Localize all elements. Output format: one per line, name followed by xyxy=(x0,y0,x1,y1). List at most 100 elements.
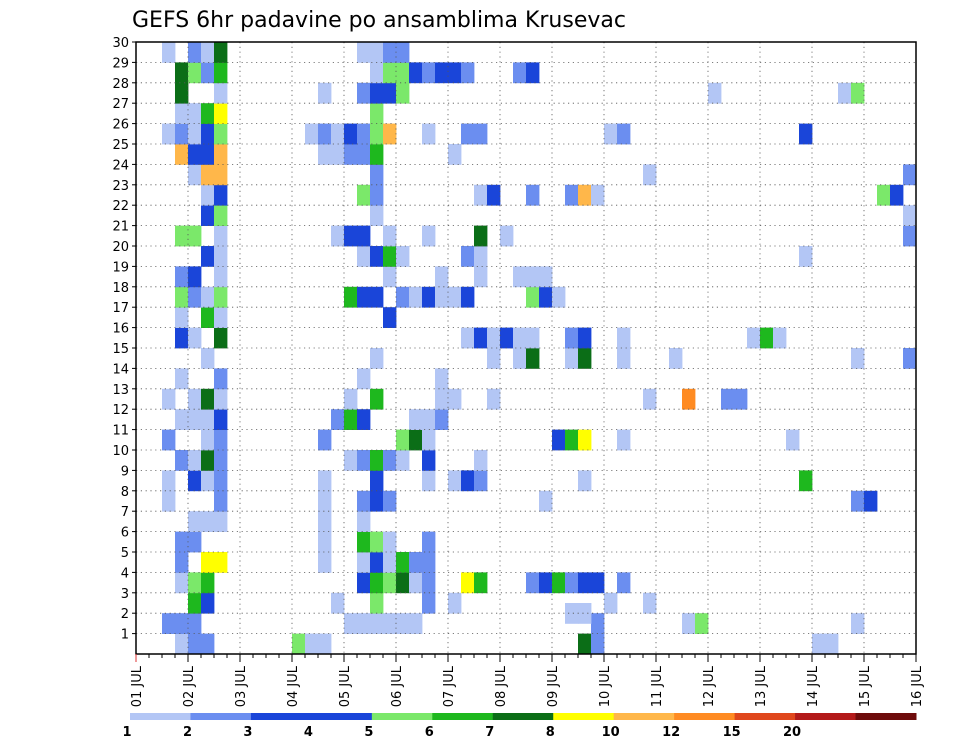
x-tick-label: 09 JUL xyxy=(546,665,561,707)
x-tick-label: 14 JUL xyxy=(806,665,821,707)
y-tick-label: 21 xyxy=(112,220,129,235)
heatmap-cell-101 xyxy=(370,450,384,471)
heatmap-cell-65 xyxy=(357,531,371,553)
heatmap-cell-169 xyxy=(760,327,774,349)
heatmap-cell-277 xyxy=(318,82,332,104)
heatmap-cell-273 xyxy=(214,103,228,124)
heatmap-cell-196 xyxy=(474,266,488,288)
heatmap-cell-190 xyxy=(552,286,566,308)
y-tick-label: 17 xyxy=(112,301,129,316)
x-tick-label: 04 JUL xyxy=(286,665,301,707)
heatmap-cell-219 xyxy=(903,225,917,247)
heatmap-cell-201 xyxy=(214,246,228,267)
heatmap-cell-26 xyxy=(188,592,202,614)
heatmap-cell-131 xyxy=(214,388,228,410)
heatmap-cell-48 xyxy=(565,572,579,594)
heatmap-cell-76 xyxy=(318,490,332,512)
heatmap-cell-37 xyxy=(357,572,371,594)
heatmap-cell-195 xyxy=(435,266,449,288)
heatmap-cell-144 xyxy=(435,368,449,390)
heatmap-cell-51 xyxy=(617,572,631,594)
heatmap-cell-198 xyxy=(526,266,540,288)
y-tick-label: 6 xyxy=(121,526,129,541)
heatmap-cell-191 xyxy=(175,266,189,288)
heatmap-cell-301 xyxy=(201,42,215,63)
y-tick-label: 1 xyxy=(121,628,129,643)
colorbar-segment xyxy=(371,713,433,720)
y-tick-label: 7 xyxy=(121,505,129,520)
heatmap-cell-251 xyxy=(448,144,462,165)
heatmap-cell-226 xyxy=(357,184,371,206)
heatmap-cell-279 xyxy=(370,82,384,104)
heatmap-cell-184 xyxy=(422,286,436,308)
heatmap-cell-234 xyxy=(877,184,891,206)
y-tick-label: 12 xyxy=(112,403,129,418)
heatmap-cell-243 xyxy=(188,144,202,165)
heatmap-cell-293 xyxy=(422,62,436,84)
heatmap-cell-136 xyxy=(487,388,501,410)
heatmap-cell-46 xyxy=(539,572,553,594)
heatmap-cell-55 xyxy=(318,552,332,573)
heatmap-cell-180 xyxy=(357,286,371,308)
colorbar-segment xyxy=(250,713,312,720)
heatmap-cell-197 xyxy=(513,266,527,288)
colorbar-segment xyxy=(311,713,373,720)
heatmap-cell-108 xyxy=(214,429,228,451)
x-tick-label: 03 JUL xyxy=(234,665,249,707)
heatmap-cell-175 xyxy=(175,286,189,308)
heatmap-cell-165 xyxy=(565,327,579,349)
heatmap-cell-34 xyxy=(175,572,189,594)
heatmap-cell-170 xyxy=(773,327,787,349)
heatmap-cell-281 xyxy=(396,82,410,104)
heatmap-cell-71 xyxy=(214,511,228,532)
heatmap-cells xyxy=(162,42,917,655)
heatmap-cell-269 xyxy=(799,123,813,145)
heatmap-cell-94 xyxy=(799,470,813,492)
x-tick-label: 05 JUL xyxy=(338,665,353,707)
heatmap-cell-35 xyxy=(188,572,202,594)
heatmap-cell-278 xyxy=(357,82,371,104)
heatmap-cell-98 xyxy=(214,450,228,471)
heatmap-cell-167 xyxy=(617,327,631,349)
heatmap-cell-19 xyxy=(409,613,423,634)
heatmap-cell-253 xyxy=(175,123,189,145)
heatmap-cell-83 xyxy=(162,470,176,492)
heatmap-cell-103 xyxy=(396,450,410,471)
heatmap-cell-306 xyxy=(396,42,410,63)
colorbar-segment xyxy=(613,713,675,720)
heatmap-cell-204 xyxy=(383,246,397,267)
heatmap-cell-258 xyxy=(318,123,332,145)
heatmap-cell-276 xyxy=(214,82,228,104)
heatmap-cell-231 xyxy=(565,184,579,206)
heatmap-cell-89 xyxy=(422,470,436,492)
y-tick-label: 30 xyxy=(112,36,129,51)
heatmap-cell-111 xyxy=(409,429,423,451)
heatmap-cell-52 xyxy=(175,552,189,573)
colorbar-segment xyxy=(492,713,554,720)
x-tick-label: 08 JUL xyxy=(494,665,509,707)
heatmap-cell-149 xyxy=(526,348,540,369)
heatmap-cell-85 xyxy=(201,470,215,492)
heatmap-cell-31 xyxy=(448,592,462,614)
heatmap-cell-294 xyxy=(435,62,449,84)
heatmap-cell-172 xyxy=(201,307,215,328)
heatmap-cell-160 xyxy=(474,327,488,349)
heatmap-cell-157 xyxy=(188,327,202,349)
y-tick-label: 29 xyxy=(112,56,129,71)
heatmap-cell-268 xyxy=(617,123,631,145)
heatmap-cell-186 xyxy=(448,286,462,308)
y-tick-label: 28 xyxy=(112,77,129,92)
heatmap-cell-84 xyxy=(188,470,202,492)
heatmap-cell-240 xyxy=(643,164,657,186)
heatmap-cell-242 xyxy=(175,144,189,165)
heatmap-cell-127 xyxy=(435,409,449,430)
heatmap-cell-39 xyxy=(383,572,397,594)
heatmap-cell-248 xyxy=(344,144,358,165)
x-tick-label: 10 JUL xyxy=(598,665,613,707)
x-tick-label: 15 JUL xyxy=(858,665,873,707)
heatmap-cell-225 xyxy=(214,184,228,206)
heatmap-cell-171 xyxy=(175,307,189,328)
heatmap-cell-63 xyxy=(188,531,202,553)
heatmap-cell-292 xyxy=(409,62,423,84)
heatmap-cell-192 xyxy=(188,266,202,288)
